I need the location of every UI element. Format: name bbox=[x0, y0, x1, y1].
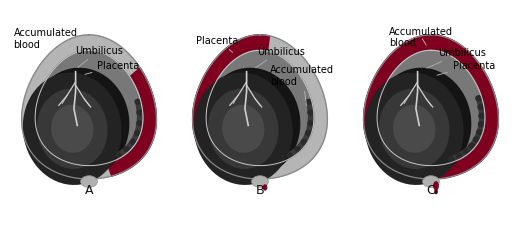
Text: A: A bbox=[85, 183, 93, 196]
Polygon shape bbox=[288, 102, 313, 158]
Ellipse shape bbox=[124, 147, 129, 152]
Polygon shape bbox=[377, 51, 485, 166]
Ellipse shape bbox=[433, 181, 439, 191]
Ellipse shape bbox=[252, 176, 268, 188]
Ellipse shape bbox=[131, 140, 136, 144]
Ellipse shape bbox=[137, 111, 142, 115]
Ellipse shape bbox=[137, 121, 142, 126]
Ellipse shape bbox=[365, 73, 464, 185]
Ellipse shape bbox=[456, 154, 462, 159]
Text: Umbilicus: Umbilicus bbox=[75, 46, 123, 68]
Text: Accumulated
blood: Accumulated blood bbox=[14, 28, 77, 55]
Ellipse shape bbox=[51, 105, 94, 153]
Ellipse shape bbox=[32, 68, 129, 177]
Polygon shape bbox=[117, 102, 142, 158]
Ellipse shape bbox=[423, 176, 439, 188]
Ellipse shape bbox=[448, 157, 454, 162]
Ellipse shape bbox=[194, 73, 293, 185]
Ellipse shape bbox=[478, 122, 484, 127]
Ellipse shape bbox=[306, 131, 311, 136]
Polygon shape bbox=[450, 98, 484, 162]
Ellipse shape bbox=[301, 140, 307, 144]
Ellipse shape bbox=[476, 96, 482, 101]
Text: Umbilicus: Umbilicus bbox=[427, 48, 486, 69]
Ellipse shape bbox=[393, 105, 435, 153]
Ellipse shape bbox=[473, 137, 479, 142]
Polygon shape bbox=[192, 36, 328, 179]
Ellipse shape bbox=[287, 153, 292, 158]
Polygon shape bbox=[206, 51, 314, 166]
Ellipse shape bbox=[37, 89, 108, 169]
Ellipse shape bbox=[434, 189, 438, 194]
Ellipse shape bbox=[374, 68, 471, 177]
Polygon shape bbox=[363, 36, 498, 179]
Ellipse shape bbox=[203, 68, 301, 177]
Ellipse shape bbox=[308, 111, 314, 115]
Ellipse shape bbox=[463, 149, 469, 154]
Ellipse shape bbox=[116, 153, 121, 158]
Ellipse shape bbox=[295, 147, 300, 152]
Polygon shape bbox=[192, 36, 269, 153]
Text: Placenta: Placenta bbox=[85, 61, 140, 75]
Ellipse shape bbox=[208, 89, 279, 169]
Polygon shape bbox=[22, 36, 157, 179]
Ellipse shape bbox=[477, 130, 483, 135]
Ellipse shape bbox=[81, 176, 97, 188]
Ellipse shape bbox=[478, 105, 484, 110]
Text: B: B bbox=[256, 183, 264, 196]
Text: Accumulated
blood: Accumulated blood bbox=[389, 27, 453, 48]
Text: Placenta: Placenta bbox=[437, 61, 495, 76]
Text: Umbilicus: Umbilicus bbox=[256, 47, 305, 68]
Ellipse shape bbox=[308, 121, 313, 126]
Text: Placenta: Placenta bbox=[197, 36, 239, 53]
Polygon shape bbox=[363, 36, 498, 179]
Text: Accumulated
blood: Accumulated blood bbox=[270, 65, 334, 106]
Ellipse shape bbox=[135, 100, 140, 105]
Polygon shape bbox=[35, 51, 143, 166]
Ellipse shape bbox=[23, 73, 122, 185]
Ellipse shape bbox=[222, 105, 265, 153]
Ellipse shape bbox=[479, 114, 485, 119]
Text: C: C bbox=[426, 183, 435, 196]
Ellipse shape bbox=[263, 184, 267, 191]
Ellipse shape bbox=[469, 144, 475, 149]
Ellipse shape bbox=[306, 100, 311, 105]
Polygon shape bbox=[107, 69, 157, 176]
Ellipse shape bbox=[135, 131, 140, 136]
Ellipse shape bbox=[379, 89, 449, 169]
